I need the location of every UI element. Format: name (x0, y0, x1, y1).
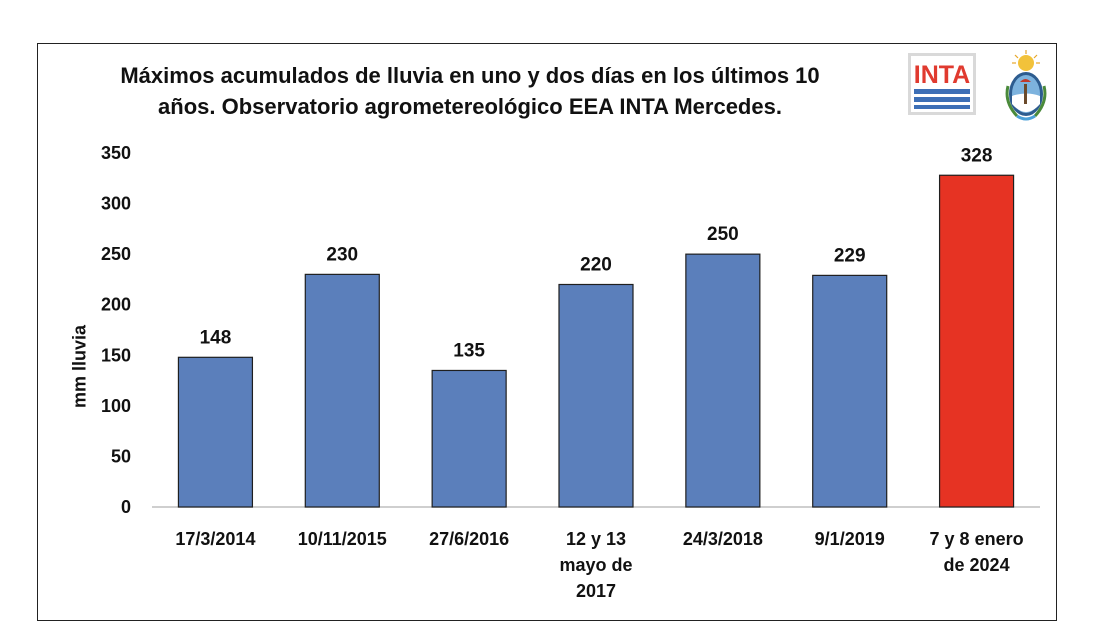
x-tick-label: 9/1/2019 (815, 529, 885, 549)
bar (304, 273, 380, 508)
y-tick-label: 350 (101, 143, 131, 163)
inta-logo-text: INTA (914, 61, 970, 89)
data-label: 229 (834, 245, 866, 266)
x-tick-label: 10/11/2015 (298, 529, 387, 549)
x-tick-label: mayo de (559, 555, 632, 575)
chart-title: Máximos acumulados de lluvia en uno y do… (60, 60, 880, 122)
data-label: 250 (707, 224, 739, 245)
data-label: 328 (961, 145, 993, 166)
x-tick-label: de 2024 (944, 555, 1010, 575)
data-label: 148 (200, 327, 232, 348)
chart-title-line-1: Máximos acumulados de lluvia en uno y do… (120, 63, 820, 88)
data-label: 220 (580, 254, 612, 275)
y-tick-label: 200 (101, 295, 131, 315)
x-tick-label: 24/3/2018 (683, 529, 763, 549)
x-tick-label: 12 y 13 (566, 529, 626, 549)
data-label: 135 (453, 340, 485, 361)
x-tick-label: 17/3/2014 (175, 529, 255, 549)
data-label: 230 (326, 244, 358, 265)
bar (558, 283, 634, 508)
y-tick-label: 100 (101, 396, 131, 416)
x-tick-label: 27/6/2016 (429, 529, 509, 549)
bar (812, 274, 888, 508)
bar (177, 356, 254, 508)
y-tick-label: 50 (111, 446, 131, 466)
bar (685, 253, 761, 508)
x-tick-label: 2017 (576, 581, 616, 601)
y-tick-label: 150 (101, 345, 131, 365)
y-tick-label: 250 (101, 244, 131, 264)
inta-logo: INTA (908, 53, 976, 115)
chart-title-line-2: años. Observatorio agrometereológico EEA… (158, 94, 782, 119)
bar (431, 369, 507, 508)
bar (938, 174, 1015, 508)
x-tick-label: 7 y 8 enero (930, 529, 1024, 549)
argentina-coat-of-arms-icon (1005, 50, 1047, 121)
y-tick-label: 0 (121, 497, 131, 517)
y-tick-label: 300 (101, 194, 131, 214)
